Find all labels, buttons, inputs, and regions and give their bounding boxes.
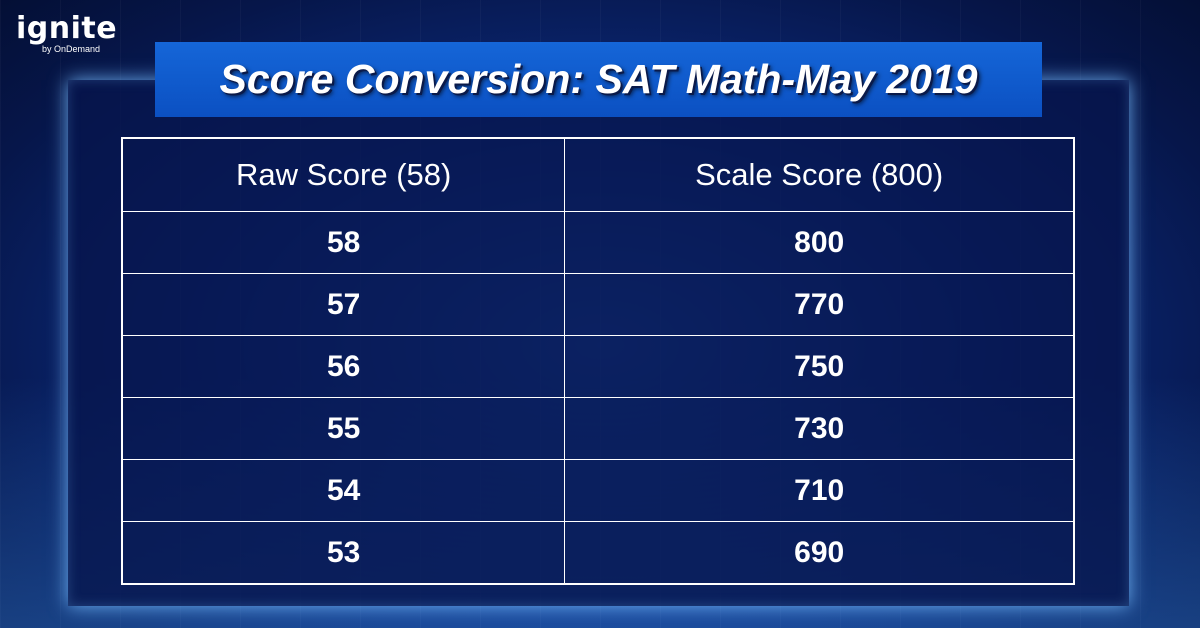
column-header-raw-score: Raw Score (58) [121,137,566,212]
scale-score-cell: 750 [564,335,1075,398]
scale-score-cell: 710 [564,459,1075,522]
page-title: Score Conversion: SAT Math-May 2019 [219,56,978,102]
table-row: 56 750 [121,335,1075,398]
table-header-row: Raw Score (58) Scale Score (800) [121,137,1075,212]
scale-score-cell: 800 [564,211,1075,274]
scale-score-cell: 730 [564,397,1075,460]
raw-score-cell: 58 [121,211,566,274]
raw-score-cell: 57 [121,273,566,336]
logo-word: ignite [16,11,118,46]
logo-tagline: by OnDemand [42,44,101,54]
table-row: 55 730 [121,397,1075,460]
scale-score-cell: 690 [564,521,1075,585]
table-row: 58 800 [121,211,1075,274]
title-banner: Score Conversion: SAT Math-May 2019 [155,42,1042,117]
scale-score-cell: 770 [564,273,1075,336]
raw-score-cell: 55 [121,397,566,460]
table-row: 53 690 [121,521,1075,585]
brand-logo: ignite by OnDemand [16,11,118,55]
raw-score-cell: 54 [121,459,566,522]
score-conversion-table: Raw Score (58) Scale Score (800) 58 800 … [121,137,1075,585]
raw-score-cell: 56 [121,335,566,398]
table-row: 54 710 [121,459,1075,522]
column-header-scale-score: Scale Score (800) [564,137,1075,212]
raw-score-cell: 53 [121,521,566,585]
table-row: 57 770 [121,273,1075,336]
